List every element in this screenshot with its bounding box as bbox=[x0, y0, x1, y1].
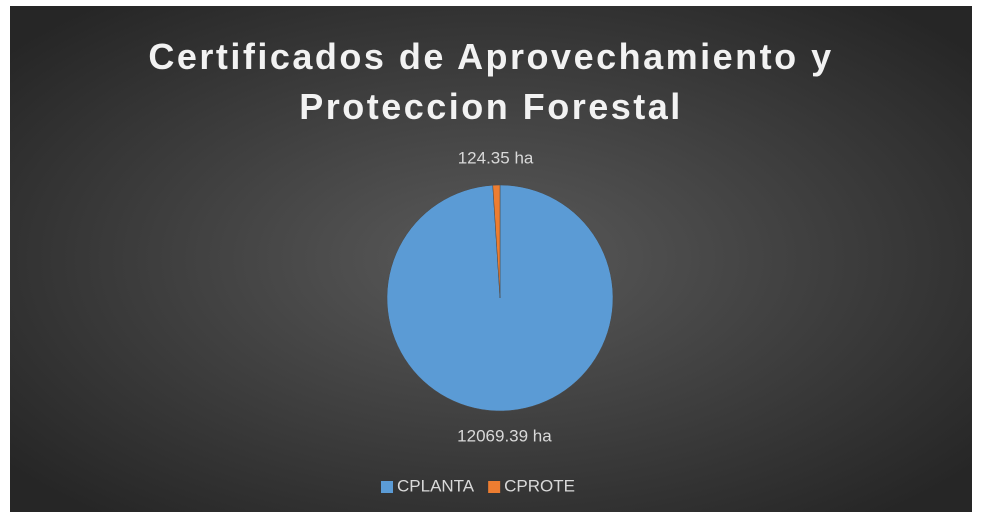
legend-swatch bbox=[488, 481, 501, 493]
legend-label: CPLANTA bbox=[397, 476, 475, 495]
data-label: 12069.39 ha bbox=[457, 426, 552, 445]
chart-title: Certificados de Aprovechamiento y Protec… bbox=[148, 36, 834, 127]
data-label: 124.35 ha bbox=[458, 149, 534, 168]
legend-label: CPROTE bbox=[504, 476, 575, 495]
legend-swatch bbox=[381, 481, 393, 493]
pie-slice bbox=[492, 184, 501, 299]
